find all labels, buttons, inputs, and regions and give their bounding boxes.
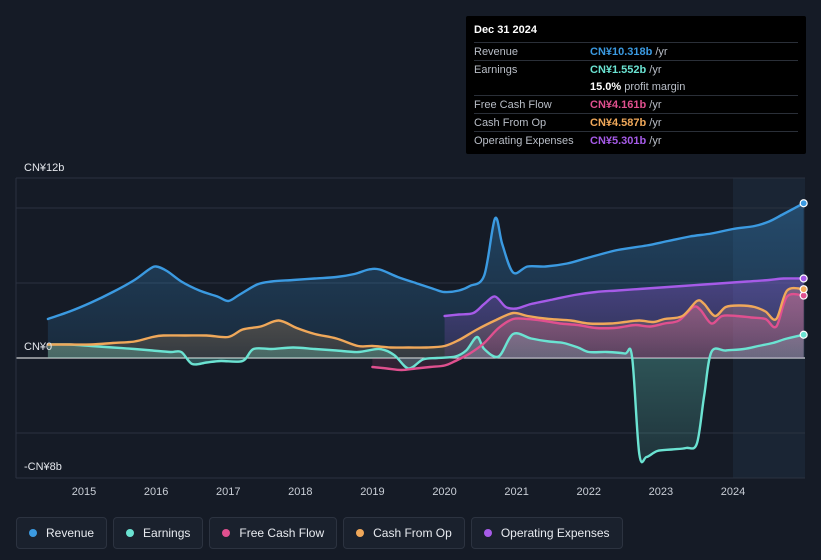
tooltip-row-operating-expenses: Operating Expenses CN¥5.301b /yr: [474, 131, 798, 149]
x-tick-label: 2020: [432, 486, 456, 498]
legend-dot-icon: [126, 529, 135, 537]
legend-dot-icon: [483, 529, 492, 537]
tooltip-unit: /yr: [655, 45, 668, 58]
line-free-cash-flow: [371, 292, 805, 372]
tooltip-row-cash-from-op: Cash From Op CN¥4.587b /yr: [474, 113, 798, 131]
legend-dot-icon: [222, 529, 231, 537]
legend-item-free-cash-flow[interactable]: Free Cash Flow: [209, 517, 338, 549]
line-earnings: [46, 332, 805, 464]
tooltip-label: Earnings: [474, 63, 518, 76]
x-tick-label: 2017: [216, 486, 240, 498]
y-tick-label-zero: CN¥0: [24, 341, 52, 353]
y-tick-label-top: CN¥12b: [24, 162, 64, 174]
tooltip-value: CN¥10.318b: [590, 45, 653, 58]
tooltip-value: CN¥4.161b: [590, 98, 647, 111]
end-marker-revenue: [799, 199, 808, 208]
tooltip-label: Cash From Op: [474, 116, 547, 129]
legend-item-revenue[interactable]: Revenue: [16, 517, 108, 549]
tooltip-row-earnings: Earnings CN¥1.552b /yr: [474, 60, 798, 78]
legend-label: Earnings: [143, 526, 191, 540]
tooltip-row-free-cash-flow: Free Cash Flow CN¥4.161b /yr: [474, 95, 798, 113]
tooltip-label: Free Cash Flow: [474, 98, 552, 111]
legend-label: Cash From Op: [373, 526, 452, 540]
hover-tooltip: Dec 31 2024 Revenue CN¥10.318b /yr Earni…: [466, 16, 806, 154]
chart-legend: Revenue Earnings Free Cash Flow Cash Fro…: [16, 517, 623, 549]
tooltip-unit: /yr: [649, 134, 662, 147]
tooltip-value: CN¥4.587b: [590, 116, 647, 129]
legend-label: Operating Expenses: [500, 526, 610, 540]
x-tick-label: 2019: [360, 486, 384, 498]
tooltip-row-profit-margin: 15.0% profit margin: [474, 78, 798, 95]
tooltip-date: Dec 31 2024: [474, 24, 537, 36]
line-revenue: [46, 202, 805, 321]
series-lines: [46, 202, 805, 464]
legend-label: Free Cash Flow: [239, 526, 325, 540]
profit-margin-value: 15.0%: [590, 80, 622, 93]
tooltip-value: CN¥5.301b: [590, 134, 647, 147]
tooltip-unit: /yr: [649, 63, 662, 76]
legend-dot-icon: [356, 529, 365, 537]
x-tick-label: 2021: [504, 486, 528, 498]
x-tick-label: 2015: [72, 486, 96, 498]
tooltip-unit: profit margin: [624, 80, 686, 93]
line-operating-expenses: [443, 277, 805, 318]
series-areas: [47, 203, 804, 463]
legend-item-cash-from-op[interactable]: Cash From Op: [343, 517, 465, 549]
tooltip-label: Revenue: [474, 45, 519, 58]
axis-labels: CN¥12b CN¥0 -CN¥8b 2015 2016 2017 2018 2019 2…: [24, 162, 745, 498]
line-cash-from-op: [46, 286, 805, 349]
x-tick-label: 2018: [288, 486, 312, 498]
financials-chart: CN¥12b CN¥0 -CN¥8b 2015 2016 2017 2018 2019 2…: [15, 162, 808, 498]
tooltip-unit: /yr: [649, 116, 662, 129]
end-marker-earnings: [799, 330, 808, 339]
tooltip-value: CN¥1.552b: [590, 63, 647, 76]
legend-item-earnings[interactable]: Earnings: [113, 517, 204, 549]
legend-label: Revenue: [46, 526, 95, 540]
x-tick-label: 2024: [721, 486, 745, 498]
x-tick-label: 2016: [144, 486, 168, 498]
legend-item-operating-expenses[interactable]: Operating Expenses: [470, 517, 623, 549]
y-tick-label-bottom: -CN¥8b: [24, 461, 62, 473]
end-marker-cash-from-op: [799, 285, 808, 294]
legend-dot-icon: [29, 529, 37, 537]
series-end-markers: [799, 199, 808, 339]
area-earnings: [47, 333, 804, 463]
x-tick-label: 2022: [577, 486, 601, 498]
x-tick-label: 2023: [649, 486, 673, 498]
tooltip-unit: /yr: [649, 98, 662, 111]
tooltip-label: Operating Expenses: [474, 134, 574, 147]
tooltip-row-revenue: Revenue CN¥10.318b /yr: [474, 42, 798, 60]
end-marker-operating-expenses: [799, 274, 808, 283]
